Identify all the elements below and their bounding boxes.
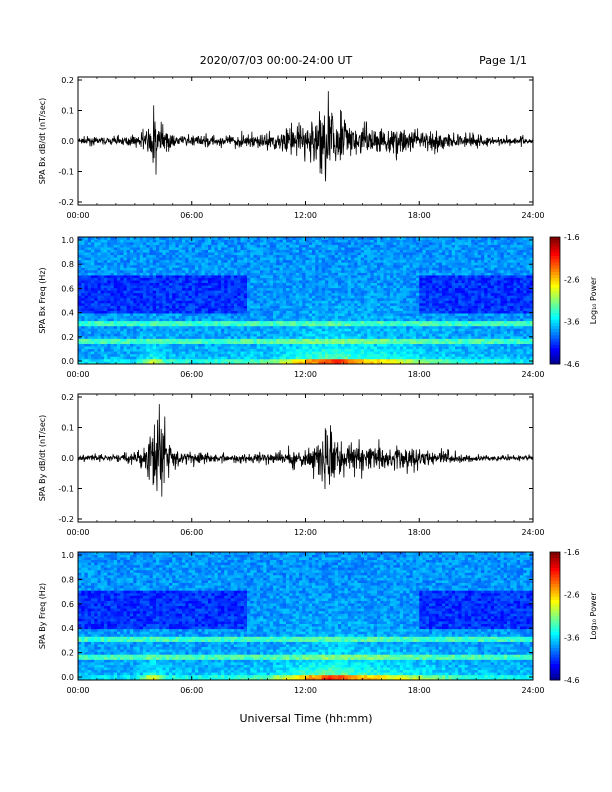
y-axis-label-2: SPA By dB/dt (nT/sec) [38,415,47,502]
colorbar-tick-label: -4.6 [564,360,580,369]
y-tick-label-0: 0.0 [61,137,74,146]
y-tick-label-3: 0.0 [61,673,74,682]
timeseries-line [77,91,534,182]
y-axis-label-0: SPA Bx dB/dt (nT/sec) [38,98,47,185]
page-indicator: Page 1/1 [479,54,527,67]
y-tick-label-1: 0.2 [61,333,74,342]
y-tick-label-3: 1.0 [61,551,74,560]
x-tick-label-2: 12:00 [294,528,317,537]
y-tick-label-0: -0.2 [58,198,74,207]
x-tick-label-2: 00:00 [66,528,89,537]
y-tick-label-2: 0.1 [61,424,74,433]
x-tick-label-3: 00:00 [66,686,89,695]
x-tick-label-0: 24:00 [521,211,544,220]
x-tick-label-3: 24:00 [521,686,544,695]
x-tick-label-0: 06:00 [180,211,203,220]
y-tick-label-1: 0.6 [61,284,74,293]
y-tick-label-3: 0.4 [61,624,74,633]
y-tick-label-2: 0.2 [61,393,74,402]
x-tick-label-1: 18:00 [408,370,431,379]
colorbar-tick-label: -3.6 [564,318,580,327]
x-tick-label-1: 00:00 [66,370,89,379]
x-tick-label-2: 24:00 [521,528,544,537]
x-tick-label-3: 18:00 [408,686,431,695]
x-tick-label-3: 06:00 [180,686,203,695]
x-tick-label-2: 06:00 [180,528,203,537]
y-tick-label-1: 0.4 [61,309,74,318]
colorbar-tick-label: -2.6 [564,591,580,600]
colorbar-label: Log₁₀ Power [589,276,598,324]
y-tick-label-3: 0.8 [61,575,74,584]
x-tick-label-1: 06:00 [180,370,203,379]
colorbar-tick-label: -1.6 [564,548,580,557]
figure-title: 2020/07/03 00:00-24:00 UT [200,54,353,67]
y-tick-label-3: 0.6 [61,600,74,609]
spectrogram-panel-3: -1.6 -2.6 -3.6 -4.6 Log₁₀ Power [77,548,598,685]
colorbar-label: Log₁₀ Power [589,592,598,640]
y-tick-label-1: 1.0 [61,236,74,245]
x-axis-label: Universal Time (hh:mm) [240,712,373,725]
x-tick-label-3: 12:00 [294,686,317,695]
spectrogram-panel-1: -1.6 -2.6 -3.6 -4.6 Log₁₀ Power [77,233,598,369]
y-tick-label-0: 0.1 [61,107,74,116]
colorbar-tick-label: -4.6 [564,676,580,685]
timeseries-panel-2 [77,393,534,523]
y-tick-label-1: 0.8 [61,260,74,269]
x-tick-label-0: 00:00 [66,211,89,220]
timeseries-line [77,404,534,497]
y-tick-label-0: 0.2 [61,76,74,85]
x-tick-label-1: 12:00 [294,370,317,379]
y-tick-label-1: 0.0 [61,357,74,366]
x-tick-label-2: 18:00 [408,528,431,537]
y-tick-label-2: -0.2 [58,515,74,524]
x-tick-label-0: 18:00 [408,211,431,220]
y-tick-label-2: 0.0 [61,454,74,463]
y-tick-label-0: -0.1 [58,168,74,177]
x-tick-label-0: 12:00 [294,211,317,220]
y-axis-label-1: SPA Bx Freq (Hz) [38,267,47,333]
colorbar-tick-label: -1.6 [564,233,580,242]
x-tick-label-1: 24:00 [521,370,544,379]
y-tick-label-2: -0.1 [58,485,74,494]
colorbar-tick-label: -2.6 [564,275,580,284]
y-axis-label-3: SPA By Freq (Hz) [38,583,47,649]
timeseries-panel-0 [77,76,534,206]
colorbar-tick-label: -3.6 [564,633,580,642]
colorbar-frame [549,236,561,365]
colorbar-frame [549,551,561,681]
y-tick-label-3: 0.2 [61,649,74,658]
